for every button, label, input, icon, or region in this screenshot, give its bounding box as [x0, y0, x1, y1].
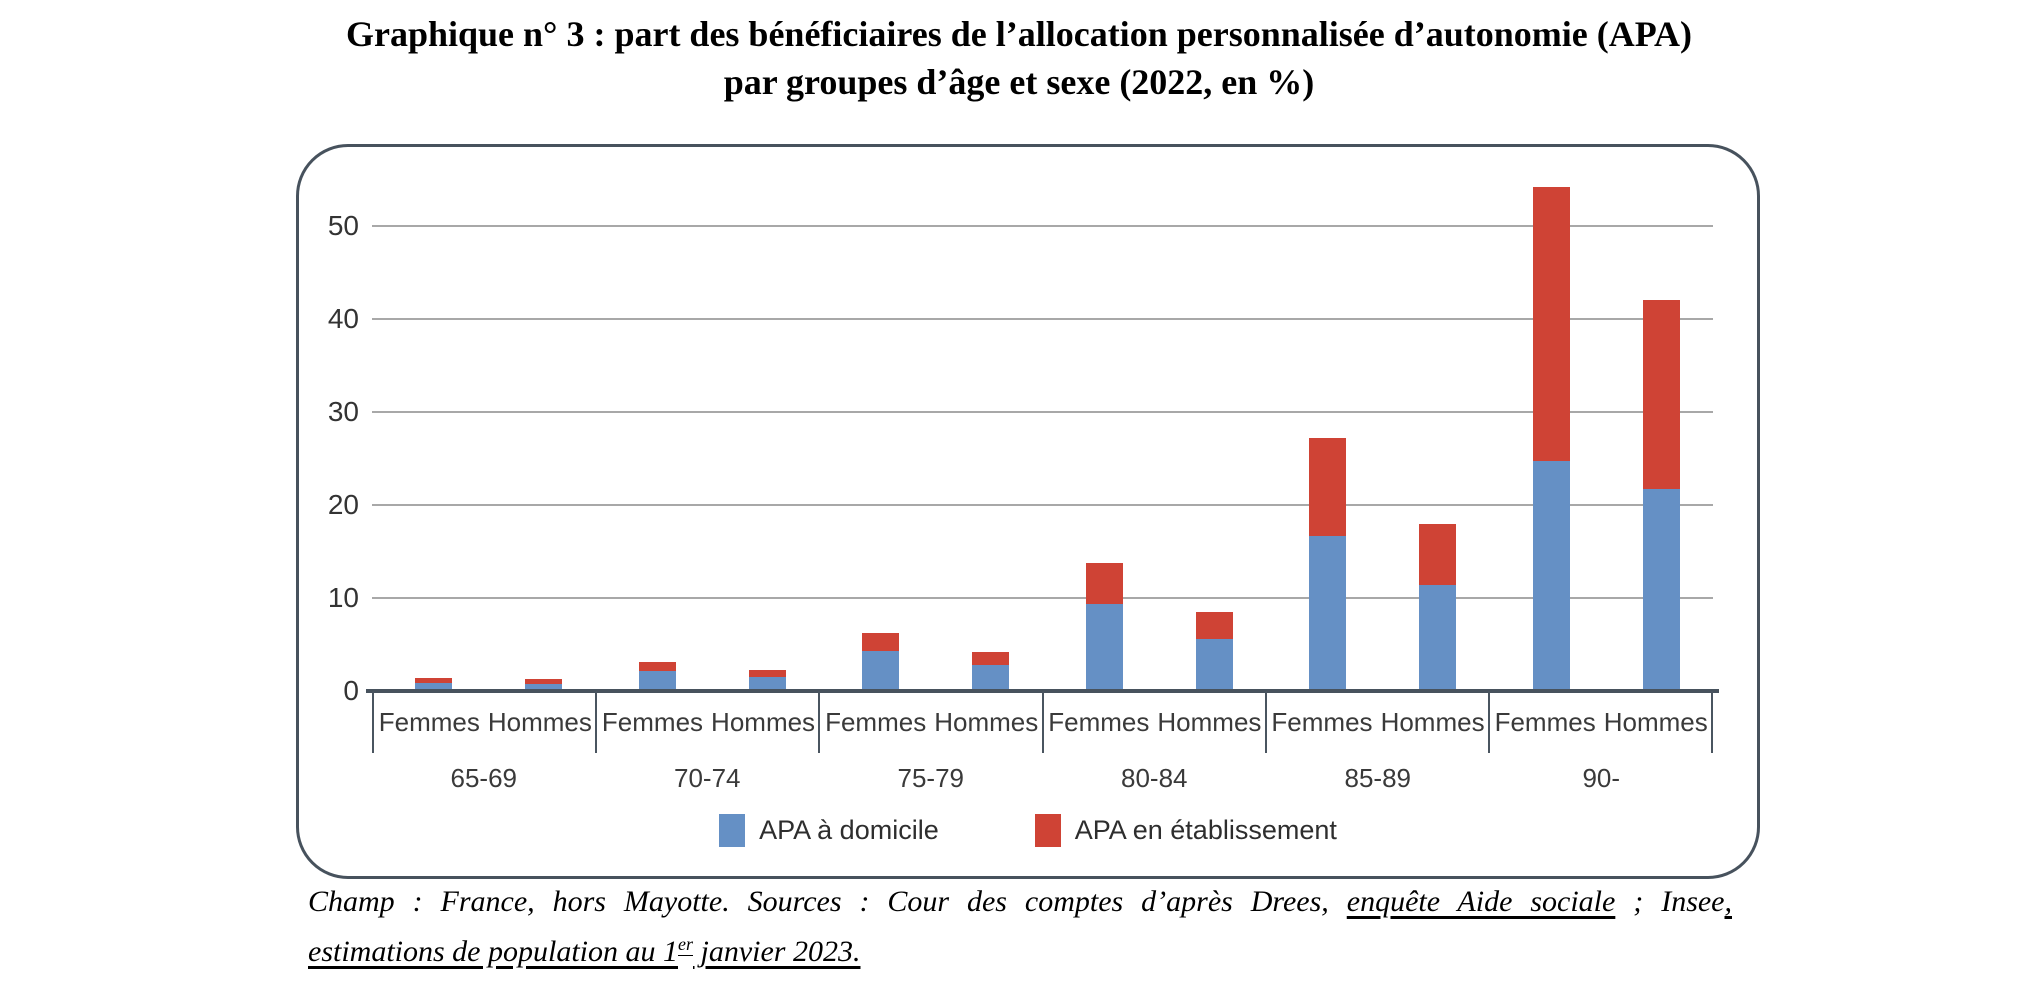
- bar-75-79-hommes: [972, 651, 1009, 691]
- gridline-50: [372, 225, 1713, 227]
- chart-title: Graphique n° 3 : part des bénéficiaires …: [0, 10, 2038, 106]
- sex-label-hommes: Hommes: [1157, 706, 1262, 737]
- age-group-label-75-79: 75-79: [897, 763, 965, 793]
- sex-label-hommes: Hommes: [934, 706, 1039, 737]
- legend-item: APA à domicile: [719, 813, 939, 847]
- sex-label-hommes: Hommes: [711, 706, 816, 737]
- sex-cell-80-84: Femmes Hommes: [1041, 691, 1265, 753]
- gridline-10: [372, 597, 1713, 599]
- sex-label-hommes: Hommes: [1603, 706, 1708, 737]
- chart-title-line2: par groupes d’âge et sexe (2022, en %): [723, 62, 1315, 102]
- plot-area: [366, 147, 1719, 693]
- bar-segment-domicile: [638, 671, 676, 691]
- bar-80-84-femmes: [1085, 562, 1123, 691]
- footer-line1: Champ : France, hors Mayotte. Sources : …: [308, 880, 1732, 923]
- bar-65-69-femmes: [415, 677, 452, 691]
- sex-label-femmes: Femmes: [378, 706, 480, 737]
- bar-segment-etablissement: [1195, 611, 1233, 639]
- age-group-row: 65-69 70-74 75-79 80-84 85-89 90-: [372, 759, 1713, 797]
- bar-segment-etablissement: [862, 633, 899, 651]
- bar-segment-domicile: [1419, 584, 1456, 691]
- bar-70-74-hommes: [748, 669, 786, 691]
- bar-segment-domicile: [415, 682, 452, 691]
- legend-label: APA en établissement: [1074, 814, 1337, 845]
- bar-90--femmes: [1532, 186, 1570, 691]
- y-tick-label-50: 50: [327, 210, 359, 241]
- sex-cell-90-: Femmes Hommes: [1487, 691, 1714, 753]
- bar-segment-etablissement: [1419, 523, 1456, 585]
- legend-item: APA en établissement: [1034, 813, 1337, 847]
- sex-cell-75-79: Femmes Hommes: [818, 691, 1041, 753]
- bar-segment-domicile: [1309, 535, 1346, 691]
- gridline-40: [372, 318, 1713, 320]
- bar-90--hommes: [1642, 300, 1680, 691]
- footer-segment: ; Insee: [1615, 885, 1725, 918]
- bar-segment-domicile: [1195, 638, 1233, 691]
- sex-cell-85-89: Femmes Hommes: [1264, 691, 1488, 753]
- chart-legend: APA à domicile APA en établissement: [299, 807, 1757, 853]
- sex-label-femmes: Femmes: [1271, 706, 1373, 737]
- legend-swatch: [719, 813, 746, 847]
- chart-title-line1: Graphique n° 3 : part des bénéficiaires …: [345, 14, 1693, 54]
- bar-segment-domicile: [1085, 603, 1123, 691]
- bar-segment-etablissement: [638, 662, 676, 672]
- footer-note: Champ : France, hors Mayotte. Sources : …: [308, 880, 1732, 973]
- bar-segment-etablissement: [1642, 300, 1680, 490]
- sex-cell-70-74: Femmes Hommes: [595, 691, 818, 753]
- sex-label-femmes: Femmes: [1494, 706, 1596, 737]
- y-tick-label-40: 40: [327, 303, 359, 334]
- bar-segment-domicile: [1642, 489, 1680, 691]
- footer-segment: er: [678, 934, 693, 954]
- bar-segment-domicile: [748, 677, 786, 691]
- legend-label: APA à domicile: [759, 814, 939, 845]
- sex-label-hommes: Hommes: [487, 706, 592, 737]
- bar-segment-etablissement: [415, 677, 452, 683]
- y-tick-label-20: 20: [327, 489, 359, 520]
- age-group-label-85-89: 85-89: [1344, 763, 1412, 793]
- y-tick-label-30: 30: [327, 396, 359, 427]
- sex-label-hommes: Hommes: [1380, 706, 1485, 737]
- footer-segment: ,: [1724, 885, 1733, 918]
- bar-segment-domicile: [972, 664, 1009, 691]
- age-group-label-80-84: 80-84: [1121, 763, 1188, 793]
- sex-label-row: Femmes Hommes Femmes Hommes Femmes Hommes Femm…: [372, 691, 1714, 753]
- bar-85-89-hommes: [1419, 523, 1456, 691]
- bar-segment-domicile: [862, 651, 899, 691]
- footer-segment: janvier 2023.: [693, 935, 861, 968]
- legend-swatch: [1034, 813, 1061, 847]
- age-group-label-90-: 90-: [1582, 763, 1621, 793]
- sex-label-femmes: Femmes: [825, 706, 927, 737]
- age-group-label-65-69: 65-69: [450, 763, 518, 793]
- bar-segment-etablissement: [1532, 186, 1570, 462]
- sex-label-femmes: Femmes: [601, 706, 704, 737]
- age-group-label-70-74: 70-74: [674, 763, 741, 793]
- footer-segment: estimations de population au 1: [308, 935, 678, 968]
- footer-segment: enquête Aide sociale: [1346, 885, 1616, 918]
- bar-segment-etablissement: [748, 669, 786, 678]
- y-tick-label-0: 0: [343, 675, 359, 706]
- bar-65-69-hommes: [525, 678, 562, 691]
- chart-frame: 0 10 20 30 40 50 Femmes Hommes Femmes Hommes Femm…: [296, 144, 1760, 879]
- gridline-20: [372, 504, 1713, 506]
- bar-80-84-hommes: [1195, 611, 1233, 691]
- sex-cell-65-69: Femmes Hommes: [372, 691, 595, 753]
- bar-segment-etablissement: [1309, 438, 1346, 536]
- sex-label-femmes: Femmes: [1048, 706, 1150, 737]
- gridline-30: [372, 411, 1713, 413]
- bar-segment-domicile: [1532, 461, 1570, 691]
- y-tick-label-10: 10: [327, 582, 359, 613]
- bar-75-79-femmes: [862, 633, 899, 691]
- bar-segment-domicile: [525, 683, 562, 691]
- footer-segment: Champ : France, hors Mayotte. Sources : …: [308, 885, 1347, 918]
- bar-70-74-femmes: [638, 662, 676, 691]
- bar-segment-etablissement: [1085, 562, 1123, 604]
- footer-line2: estimations de population au 1er janvier…: [308, 923, 1732, 973]
- bar-segment-etablissement: [972, 651, 1009, 665]
- bar-segment-etablissement: [525, 678, 562, 684]
- bar-85-89-femmes: [1309, 438, 1346, 691]
